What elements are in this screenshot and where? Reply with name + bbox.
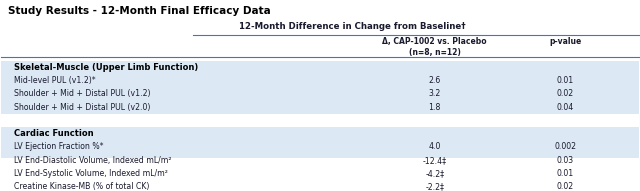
Text: Skeletal-Muscle (Upper Limb Function): Skeletal-Muscle (Upper Limb Function) <box>14 63 198 72</box>
Text: -4.2‡: -4.2‡ <box>425 169 444 178</box>
FancyBboxPatch shape <box>1 74 639 87</box>
Text: Cardiac Function: Cardiac Function <box>14 129 93 138</box>
Text: p-value: p-value <box>549 37 582 46</box>
Text: 1.8: 1.8 <box>429 103 441 112</box>
FancyBboxPatch shape <box>1 100 639 114</box>
Text: 0.01: 0.01 <box>557 169 574 178</box>
Text: 4.0: 4.0 <box>429 142 441 151</box>
Text: 0.002: 0.002 <box>554 142 577 151</box>
FancyBboxPatch shape <box>1 154 639 167</box>
FancyBboxPatch shape <box>1 114 639 127</box>
FancyBboxPatch shape <box>1 140 639 154</box>
Text: 3.2: 3.2 <box>429 89 441 98</box>
Text: 0.02: 0.02 <box>557 89 574 98</box>
Text: 0.01: 0.01 <box>557 76 574 85</box>
FancyBboxPatch shape <box>1 87 639 100</box>
Text: 0.02: 0.02 <box>557 182 574 191</box>
Text: Shoulder + Mid + Distal PUL (v2.0): Shoulder + Mid + Distal PUL (v2.0) <box>14 103 150 112</box>
Text: LV End-Diastolic Volume, Indexed mL/m²: LV End-Diastolic Volume, Indexed mL/m² <box>14 156 172 165</box>
FancyBboxPatch shape <box>1 180 639 191</box>
Text: LV End-Systolic Volume, Indexed mL/m²: LV End-Systolic Volume, Indexed mL/m² <box>14 169 168 178</box>
Text: -12.4‡: -12.4‡ <box>422 156 447 165</box>
Text: Mid-level PUL (v1.2)*: Mid-level PUL (v1.2)* <box>14 76 96 85</box>
Text: 0.03: 0.03 <box>557 156 574 165</box>
Text: Creatine Kinase-MB (% of total CK): Creatine Kinase-MB (% of total CK) <box>14 182 150 191</box>
Text: Δ, CAP-1002 vs. Placebo
(n=8, n=12): Δ, CAP-1002 vs. Placebo (n=8, n=12) <box>382 37 487 57</box>
FancyBboxPatch shape <box>1 61 639 74</box>
Text: 12-Month Difference in Change from Baseline†: 12-Month Difference in Change from Basel… <box>239 22 465 31</box>
Text: 2.6: 2.6 <box>429 76 441 85</box>
Text: 0.04: 0.04 <box>557 103 574 112</box>
Text: Shoulder + Mid + Distal PUL (v1.2): Shoulder + Mid + Distal PUL (v1.2) <box>14 89 150 98</box>
Text: -2.2‡: -2.2‡ <box>425 182 444 191</box>
Text: LV Ejection Fraction %*: LV Ejection Fraction %* <box>14 142 104 151</box>
Text: Study Results - 12-Month Final Efficacy Data: Study Results - 12-Month Final Efficacy … <box>8 6 271 16</box>
FancyBboxPatch shape <box>1 167 639 180</box>
FancyBboxPatch shape <box>1 127 639 140</box>
